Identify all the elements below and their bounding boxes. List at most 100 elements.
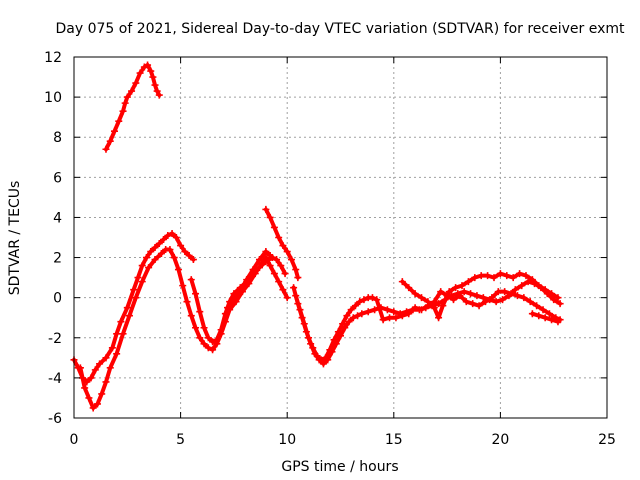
data-point <box>155 240 163 248</box>
series-early-arc <box>102 61 163 153</box>
data-point <box>471 274 479 282</box>
data-point <box>281 270 289 278</box>
data-point <box>117 318 125 326</box>
data-point <box>509 274 517 282</box>
data-point <box>435 314 443 322</box>
data-point <box>108 344 116 352</box>
grid-lines <box>74 57 607 418</box>
data-point <box>134 274 142 282</box>
data-point <box>102 145 110 153</box>
data-point <box>290 284 298 292</box>
data-point <box>467 290 475 298</box>
data-point <box>317 356 325 364</box>
x-tick-label: 15 <box>385 432 403 448</box>
data-point <box>125 312 133 320</box>
y-tick-label: 12 <box>44 50 62 66</box>
data-point <box>356 298 364 306</box>
data-point <box>200 324 208 332</box>
data-point <box>469 300 477 308</box>
data-point <box>360 296 368 304</box>
data-point <box>157 250 165 258</box>
data-point <box>113 350 121 358</box>
data-point <box>266 213 274 221</box>
data-point <box>292 292 300 300</box>
y-tick-label: -2 <box>48 331 62 347</box>
data-point <box>270 223 278 231</box>
data-point <box>243 276 251 284</box>
data-point <box>330 336 338 344</box>
data-point <box>177 242 185 250</box>
data-point <box>343 312 351 320</box>
y-tick-label: -4 <box>48 371 62 387</box>
series-track-h <box>528 310 562 326</box>
data-point <box>545 310 553 318</box>
data-point <box>347 306 355 314</box>
data-point <box>345 318 353 326</box>
data-point <box>405 310 413 318</box>
data-point <box>535 282 543 290</box>
data-point <box>81 384 89 392</box>
data-point <box>548 290 556 298</box>
data-point <box>424 298 432 306</box>
data-point <box>192 324 200 332</box>
data-point <box>445 288 453 296</box>
data-point <box>230 296 238 304</box>
data-point <box>213 336 221 344</box>
data-point <box>511 286 519 294</box>
data-point <box>115 117 123 125</box>
data-point <box>183 298 191 306</box>
data-point <box>102 378 110 386</box>
data-point <box>170 254 178 262</box>
data-point <box>76 364 84 372</box>
data-point <box>262 205 270 213</box>
x-tick-label: 5 <box>176 432 185 448</box>
data-point <box>85 394 93 402</box>
data-point <box>313 352 321 360</box>
data-point <box>147 67 155 75</box>
data-point <box>153 87 161 95</box>
x-tick-label: 0 <box>70 432 79 448</box>
data-point <box>326 346 334 354</box>
data-point <box>279 286 287 294</box>
data-point <box>334 328 342 336</box>
data-point <box>102 354 110 362</box>
data-point <box>266 252 274 260</box>
series-spike <box>262 205 302 282</box>
data-point <box>132 294 140 302</box>
data-point <box>484 272 492 280</box>
data-point <box>277 262 285 270</box>
x-tick-label: 25 <box>598 432 616 448</box>
data-point <box>460 288 468 296</box>
y-tick-label: 2 <box>53 251 62 267</box>
data-point <box>160 236 168 244</box>
data-point <box>119 107 127 115</box>
data-point <box>296 306 304 314</box>
y-tick-label: -6 <box>48 411 62 427</box>
series-track-g <box>398 270 562 322</box>
data-point <box>151 256 159 264</box>
data-point <box>464 278 472 286</box>
data-point <box>174 266 182 274</box>
data-point <box>437 288 445 296</box>
data-point <box>526 298 534 306</box>
data-point <box>262 258 270 266</box>
data-point <box>533 302 541 310</box>
data-point <box>87 374 95 382</box>
data-point <box>449 296 457 304</box>
data-point <box>275 278 283 286</box>
data-point <box>294 274 302 282</box>
data-point <box>386 314 394 322</box>
data-point <box>405 284 413 292</box>
x-tick-label: 20 <box>491 432 509 448</box>
data-point <box>475 302 483 310</box>
data-point <box>516 270 524 278</box>
data-point <box>392 314 400 322</box>
data-point <box>138 262 146 270</box>
data-point <box>113 330 121 338</box>
data-point <box>518 282 526 290</box>
data-point <box>283 248 291 256</box>
data-point <box>354 312 362 320</box>
data-point <box>458 282 466 290</box>
data-point <box>138 278 146 286</box>
data-point <box>507 290 515 298</box>
